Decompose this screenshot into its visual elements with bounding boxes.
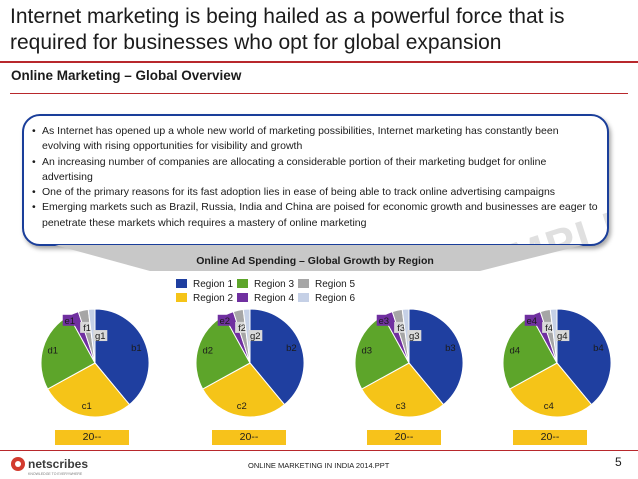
pie-slice: [408, 308, 464, 406]
pie-slice-label: e4: [526, 316, 537, 327]
pie-label-bg: [93, 330, 108, 342]
legend-item: Region 4: [237, 293, 294, 304]
legend-item: Region 1: [176, 279, 233, 290]
pie-slice-label: g2: [250, 331, 261, 342]
pie-slice-label: c2: [237, 401, 247, 412]
netscribes-logo: netscribes KNOWLEDGE TO EVERYWHERE: [11, 457, 88, 476]
pie-chart: b4 c4 d4 e4 f4 g4: [502, 308, 612, 418]
page-number: 5: [615, 455, 622, 469]
legend-swatch: [176, 293, 187, 302]
legend-item: Region 3: [237, 279, 294, 290]
pie-slice-label: b4: [593, 343, 604, 354]
pie-label-bg: [217, 314, 232, 326]
legend-swatch: [237, 293, 248, 302]
pie-slice: [556, 308, 612, 406]
overview-box: SAMPLE As Internet has opened up a whole…: [22, 114, 609, 246]
pie-slice-label: f4: [545, 323, 553, 334]
legend-swatch: [298, 279, 309, 288]
pie-slice: [201, 362, 286, 418]
bullet-item: As Internet has opened up a whole new wo…: [32, 124, 599, 155]
chart-title: Online Ad Spending – Global Growth by Re…: [196, 255, 434, 267]
legend-swatch: [298, 293, 309, 302]
pie-slice-label: d1: [47, 346, 58, 357]
legend-swatch: [176, 279, 187, 288]
pie-slice: [508, 362, 593, 418]
pie-slice-label: f2: [238, 323, 246, 334]
pie-label-bg: [524, 314, 539, 326]
pie-slice: [242, 308, 251, 364]
footer-text: ONLINE MARKETING IN INDIA 2014.PPT: [248, 461, 390, 470]
pie-label-bg: [376, 314, 391, 326]
pie-slice: [249, 308, 305, 406]
chart-header-banner: [55, 245, 583, 271]
pie-slice: [94, 308, 150, 406]
pie-slice-label: b2: [286, 343, 297, 354]
pie-slice: [549, 308, 558, 364]
pie-slice-label: c4: [544, 401, 554, 412]
logo-tagline: KNOWLEDGE TO EVERYWHERE: [28, 472, 83, 476]
pie-slice-label: e2: [219, 316, 230, 327]
pie-slice: [87, 308, 96, 364]
pie-slice-label: e3: [378, 316, 389, 327]
pie-slice-label: e1: [64, 316, 75, 327]
pie-slice: [401, 308, 410, 364]
title-divider: [0, 61, 638, 63]
subtitle-divider: [10, 93, 628, 94]
pie-slice-label: b3: [445, 343, 456, 354]
pie-label-bg: [555, 330, 570, 342]
page-title: Internet marketing is being hailed as a …: [10, 5, 565, 54]
bullet-item: An increasing number of companies are al…: [32, 155, 599, 186]
legend-item: Region 5: [298, 279, 355, 290]
pie-slice-label: d2: [202, 346, 213, 357]
pie-label-bg: [542, 321, 557, 333]
pie-chart: b3 c3 d3 e3 f3 g3: [354, 308, 464, 418]
year-label: 20--: [55, 430, 129, 445]
pie-slice: [46, 362, 131, 418]
year-label: 20--: [212, 430, 286, 445]
section-subtitle: Online Marketing – Global Overview: [11, 68, 242, 83]
footer-divider: [0, 450, 638, 451]
pie-slice-label: g1: [95, 331, 106, 342]
pie-label-bg: [62, 314, 77, 326]
pie-slice-label: g4: [557, 331, 568, 342]
pie-label-bg: [394, 321, 409, 333]
bullet-item: Emerging markets such as Brazil, Russia,…: [32, 200, 599, 231]
pie-label-bg: [80, 321, 95, 333]
bullet-item: One of the primary reasons for its fast …: [32, 185, 599, 201]
pie-chart: b1 c1 d1 e1 f1 g1: [40, 308, 150, 418]
pie-slice-label: g3: [409, 331, 420, 342]
pie-slice: [360, 362, 445, 418]
pie-slice-label: b1: [131, 343, 142, 354]
logo-text: netscribes: [28, 457, 88, 471]
legend-item: Region 6: [298, 293, 355, 304]
pie-slice-label: c3: [396, 401, 406, 412]
banner-shape: [55, 245, 583, 271]
legend-swatch: [237, 279, 248, 288]
pie-slice-label: f3: [397, 323, 405, 334]
year-label: 20--: [513, 430, 587, 445]
pie-slice-label: f1: [83, 323, 91, 334]
pie-chart: b2 c2 d2 e2 f2 g2: [195, 308, 305, 418]
year-label: 20--: [367, 430, 441, 445]
pie-slice-label: c1: [82, 401, 92, 412]
pie-label-bg: [235, 321, 250, 333]
pie-label-bg: [248, 330, 263, 342]
bullet-list: As Internet has opened up a whole new wo…: [32, 124, 599, 231]
pie-slice-label: d3: [361, 346, 372, 357]
legend-item: Region 2: [176, 293, 233, 304]
pie-slice-label: d4: [509, 346, 520, 357]
pie-label-bg: [407, 330, 422, 342]
